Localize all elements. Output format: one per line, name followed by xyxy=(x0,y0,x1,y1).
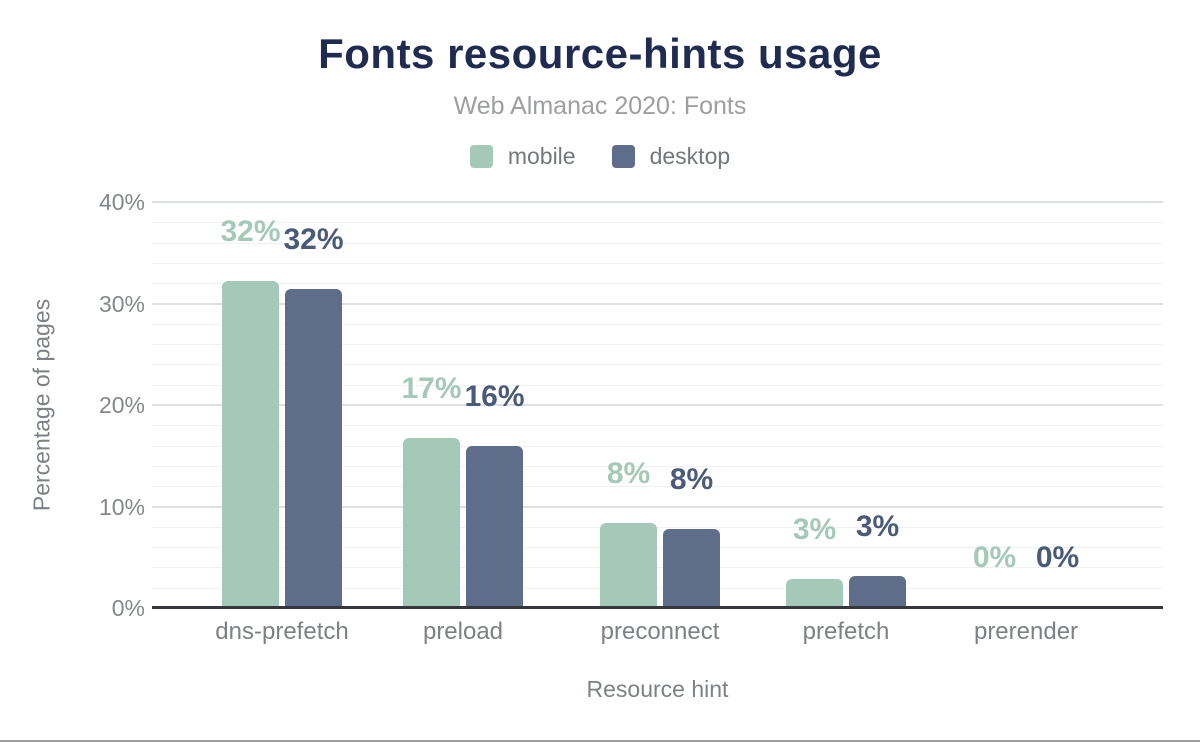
bar-value-label-desktop-preconnect: 8% xyxy=(669,462,714,496)
bar-value-label-mobile-preconnect: 8% xyxy=(606,456,651,490)
minor-gridline xyxy=(152,526,1163,528)
major-gridline xyxy=(152,302,1163,305)
page-title: Fonts resource-hints usage xyxy=(318,30,882,77)
y-tick-label: 20% xyxy=(98,392,145,418)
page-subtitle: Web Almanac 2020: Fonts xyxy=(453,92,747,120)
minor-gridline xyxy=(152,465,1163,467)
x-tick-label-prefetch: prefetch xyxy=(802,618,890,645)
bar-mobile-preload[interactable] xyxy=(403,438,460,608)
minor-gridline xyxy=(152,344,1163,346)
legend-swatch-mobile xyxy=(469,145,493,168)
minor-gridline xyxy=(152,242,1163,244)
bar-mobile-prefetch[interactable] xyxy=(786,578,843,608)
legend-item-mobile[interactable]: mobile xyxy=(469,143,576,170)
minor-gridline xyxy=(152,384,1163,386)
minor-gridline xyxy=(152,283,1163,285)
minor-gridline xyxy=(152,364,1163,366)
y-tick-label: 10% xyxy=(98,493,145,520)
major-gridline xyxy=(152,505,1163,508)
legend-swatch-desktop xyxy=(611,145,635,168)
minor-gridline xyxy=(152,425,1163,427)
major-gridline xyxy=(152,404,1163,406)
minor-gridline xyxy=(152,587,1163,589)
minor-gridline xyxy=(152,567,1163,569)
bar-desktop-prefetch[interactable] xyxy=(849,575,906,608)
x-tick-label-prerender: prerender xyxy=(973,618,1079,645)
bar-value-label-mobile-prefetch: 3% xyxy=(792,512,837,546)
bar-value-label-desktop-preload: 16% xyxy=(464,379,525,413)
legend-label-mobile: mobile xyxy=(507,143,576,169)
bar-desktop-preconnect[interactable] xyxy=(663,528,720,608)
y-axis-title: Percentage of pages xyxy=(28,298,55,512)
legend: mobile desktop xyxy=(0,143,1200,170)
y-tick-label: 40% xyxy=(98,189,145,215)
bar-desktop-preload[interactable] xyxy=(466,445,523,608)
minor-gridline xyxy=(152,486,1163,488)
legend-item-desktop[interactable]: desktop xyxy=(611,143,731,170)
x-axis-line xyxy=(152,606,1163,609)
bar-value-label-mobile-preload: 17% xyxy=(401,372,462,406)
x-tick-label-preload: preload xyxy=(422,618,504,645)
minor-gridline xyxy=(152,547,1163,549)
y-tick-label: 0% xyxy=(111,595,145,621)
minor-gridline xyxy=(152,323,1163,325)
major-gridline xyxy=(152,201,1163,203)
bar-value-label-desktop-prerender: 0% xyxy=(1035,541,1080,575)
bar-desktop-dns-prefetch[interactable] xyxy=(285,289,342,608)
bar-mobile-dns-prefetch[interactable] xyxy=(222,281,279,608)
bar-value-label-desktop-prefetch: 3% xyxy=(855,509,900,543)
x-tick-label-preconnect: preconnect xyxy=(600,618,720,645)
x-tick-label-dns-prefetch: dns-prefetch xyxy=(215,618,349,645)
bar-mobile-preconnect[interactable] xyxy=(600,522,657,608)
x-axis-title: Resource hint xyxy=(586,676,729,702)
bar-value-label-desktop-dns-prefetch: 32% xyxy=(283,223,344,257)
y-tick-label: 30% xyxy=(98,290,145,317)
bar-value-label-mobile-dns-prefetch: 32% xyxy=(220,215,281,249)
minor-gridline xyxy=(152,262,1163,264)
legend-label-desktop: desktop xyxy=(649,143,731,169)
minor-gridline xyxy=(152,445,1163,447)
minor-gridline xyxy=(152,222,1163,224)
bar-value-label-mobile-prerender: 0% xyxy=(972,541,1017,575)
